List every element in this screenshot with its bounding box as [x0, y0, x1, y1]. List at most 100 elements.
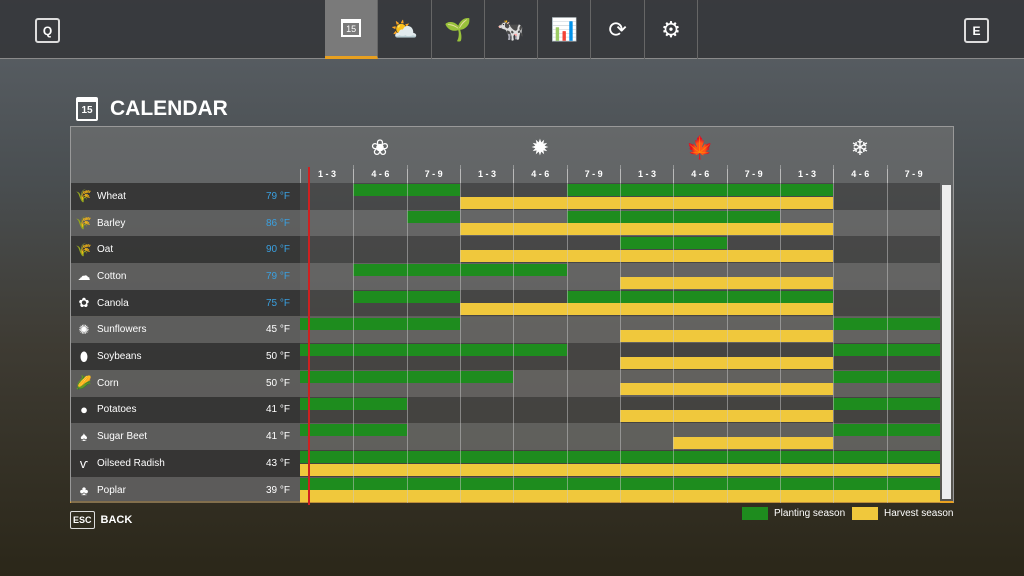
barley-icon: 🌾: [75, 215, 93, 231]
tab-statistics[interactable]: 📊: [538, 0, 592, 59]
column-header: 7 - 9: [726, 169, 780, 183]
seedling-icon: 🌱: [444, 16, 472, 42]
column-divider: [619, 165, 621, 503]
column-divider: [886, 165, 888, 503]
scrollbar-track[interactable]: [942, 185, 951, 499]
sugar-beet-icon: ♠: [80, 429, 88, 445]
page-title-text: CALENDAR: [110, 97, 228, 120]
poplar-icon: ♣: [79, 482, 89, 498]
crop-name-cell: ✺ Sunflowers 45 °F: [71, 316, 300, 344]
crop-season-grid: [300, 236, 940, 263]
crop-row: 🌾 Oat 90 °F: [71, 236, 940, 264]
planting-bar: [566, 184, 834, 196]
crop-name: Oilseed Radish: [97, 457, 165, 469]
crop-temperature: 41 °F: [265, 404, 290, 416]
crop-temperature: 41 °F: [265, 431, 290, 443]
tab-animals[interactable]: 🐄: [485, 0, 539, 59]
crop-row: ⬮ Soybeans 50 °F: [71, 343, 940, 370]
column-header: 1 - 3: [459, 169, 513, 183]
calendar-icon: 15: [76, 97, 98, 121]
crop-row: ѵ Oilseed Radish 43 °F: [71, 450, 940, 477]
crop-name: Sunflowers: [97, 324, 147, 336]
planting-bar: [300, 344, 567, 357]
harvest-bar: [459, 303, 834, 316]
tab-economy-cycle[interactable]: ⟳: [591, 0, 645, 59]
column-divider: [673, 165, 675, 503]
crop-temperature: 79 °F: [265, 270, 290, 282]
summer-sun-icon: ✹: [530, 135, 550, 160]
planting-swatch: [742, 507, 768, 520]
back-label: BACK: [100, 514, 133, 526]
column-divider: [726, 165, 728, 503]
spring-flower-icon: ❀: [370, 135, 390, 160]
harvest-bar: [673, 436, 834, 449]
column-divider: [779, 165, 781, 503]
crop-name: Wheat: [97, 190, 126, 202]
planting-bar: [300, 317, 460, 330]
crop-temperature: 50 °F: [265, 377, 290, 389]
winter-snowflake-icon: ❄: [850, 135, 870, 160]
economy-cycle-icon: ⟳: [608, 16, 627, 42]
column-divider: [513, 165, 515, 503]
tab-weather[interactable]: ⛅: [378, 0, 432, 59]
potato-icon: ●: [80, 402, 88, 418]
crop-name-cell: 🌾 Wheat 79 °F: [71, 183, 300, 210]
crop-temperature: 75 °F: [265, 297, 290, 309]
crop-name: Corn: [97, 377, 119, 389]
wheat-icon: 🌾: [75, 188, 93, 204]
crop-name-cell: ѵ Oilseed Radish 43 °F: [71, 450, 300, 477]
column-header: 7 - 9: [566, 169, 620, 183]
prev-tab-key-button[interactable]: Q: [35, 18, 60, 43]
column-header: 4 - 6: [513, 169, 566, 183]
crop-row: ♠ Sugar Beet 41 °F: [71, 423, 940, 450]
crop-row: ☁ Cotton 79 °F: [71, 263, 940, 290]
crop-name: Barley: [97, 217, 126, 229]
column-header: 7 - 9: [886, 169, 940, 183]
back-button[interactable]: ESC BACK: [70, 511, 132, 529]
crop-name-cell: 🌾 Oat 90 °F: [71, 236, 300, 264]
column-divider: [353, 165, 355, 503]
column-header: 7 - 9: [406, 169, 460, 183]
statistics-icon: 📊: [550, 16, 579, 42]
esc-key-icon: ESC: [70, 511, 95, 529]
planting-bar: [566, 290, 834, 303]
planting-bar: [406, 210, 460, 223]
next-tab-key-button[interactable]: E: [964, 18, 989, 43]
column-divider: [833, 165, 835, 503]
crop-name-cell: 🌽 Corn 50 °F: [71, 369, 300, 397]
crop-name: Potatoes: [97, 404, 137, 416]
legend-harvest: Harvest season: [852, 507, 953, 520]
tab-calendar[interactable]: 15: [325, 0, 379, 59]
column-header: 4 - 6: [353, 169, 406, 183]
crop-row: ✿ Canola 75 °F: [71, 289, 940, 317]
scrollbar-thumb[interactable]: [942, 185, 951, 499]
column-header: 4 - 6: [833, 169, 886, 183]
legend-planting-label: Planting season: [774, 508, 846, 519]
tab-settings[interactable]: ⚙: [645, 0, 699, 59]
column-divider: [459, 165, 461, 503]
column-divider: [406, 165, 408, 503]
column-header: 1 - 3: [619, 169, 673, 183]
soybeans-icon: ⬮: [79, 348, 89, 364]
crop-row: ● Potatoes 41 °F: [71, 396, 940, 424]
crop-name: Poplar: [97, 484, 126, 496]
settings-icon: ⚙: [661, 16, 681, 42]
crop-temperature: 79 °F: [265, 190, 290, 202]
crop-season-grid: [300, 423, 940, 450]
top-bar: Q 15 ⛅ 🌱 🐄 📊 ⟳ ⚙ E: [0, 0, 1024, 59]
crop-name-cell: ♠ Sugar Beet 41 °F: [71, 423, 300, 450]
crop-temperature: 39 °F: [265, 484, 290, 496]
oat-icon: 🌾: [75, 241, 93, 257]
weather-icon: ⛅: [390, 16, 419, 42]
sunflower-icon: ✺: [78, 321, 90, 337]
crop-temperature: 90 °F: [265, 244, 290, 256]
tab-seedling[interactable]: 🌱: [432, 0, 485, 59]
legend-harvest-label: Harvest season: [884, 508, 954, 519]
crop-season-grid: [300, 183, 940, 210]
animals-icon: 🐄: [497, 16, 525, 42]
crop-temperature: 86 °F: [265, 217, 290, 229]
page-title: 15 CALENDAR: [76, 97, 228, 121]
crop-name-cell: ⬮ Soybeans 50 °F: [71, 343, 300, 370]
crop-name-cell: ✿ Canola 75 °F: [71, 289, 300, 317]
crop-name-cell: 🌾 Barley 86 °F: [71, 209, 300, 237]
